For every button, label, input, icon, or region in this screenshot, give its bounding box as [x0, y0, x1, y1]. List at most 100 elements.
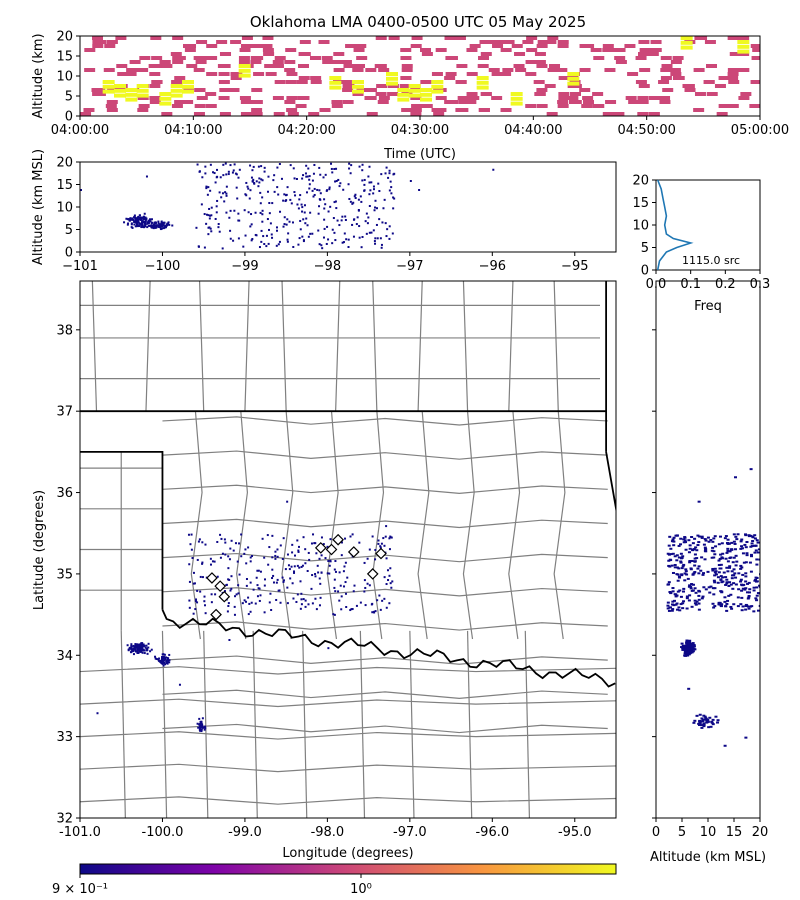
source-point — [204, 612, 207, 615]
time-height-xlabel: Time (UTC) — [383, 147, 456, 162]
source-point — [294, 554, 297, 557]
source-point — [315, 552, 318, 555]
source-point — [235, 186, 238, 189]
source-point — [162, 223, 165, 226]
density-cell — [544, 84, 556, 88]
density-cell — [704, 40, 716, 44]
source-point — [734, 535, 738, 538]
source-point — [155, 226, 158, 229]
source-point — [136, 222, 139, 225]
source-point — [694, 591, 698, 594]
county-line — [162, 484, 608, 494]
source-point — [324, 173, 327, 176]
density-cell — [582, 96, 594, 100]
source-point — [696, 534, 700, 537]
source-point — [389, 582, 392, 585]
source-point — [688, 639, 692, 642]
source-point — [679, 603, 683, 606]
source-point — [719, 553, 723, 556]
density-cell-high — [136, 84, 149, 88]
source-point — [746, 582, 750, 585]
source-point — [725, 578, 729, 581]
density-cell — [286, 72, 298, 76]
source-point — [350, 608, 353, 611]
source-point — [365, 212, 368, 215]
source-point — [243, 599, 246, 602]
source-point — [272, 574, 275, 577]
source-point — [272, 179, 275, 182]
source-point — [680, 573, 684, 576]
source-point — [390, 186, 393, 189]
source-point — [689, 587, 693, 590]
la-x-tick-label: −97 — [396, 259, 423, 274]
density-cell — [161, 112, 173, 116]
source-point — [693, 564, 697, 567]
source-point — [691, 650, 695, 653]
source-point — [243, 209, 246, 212]
source-point — [714, 545, 718, 548]
source-point — [214, 217, 217, 220]
source-point — [233, 209, 236, 212]
source-point — [726, 570, 730, 573]
source-point — [333, 231, 336, 234]
source-point — [338, 185, 341, 188]
source-point — [744, 608, 748, 611]
source-point — [319, 173, 322, 176]
source-point — [159, 227, 162, 230]
source-point — [214, 593, 217, 596]
th-x-tick-label: 04:20:00 — [277, 123, 335, 138]
source-point — [674, 595, 678, 598]
source-point — [751, 536, 755, 539]
source-point — [380, 542, 383, 545]
source-point — [232, 239, 235, 242]
source-point — [374, 610, 377, 613]
source-point — [693, 560, 697, 563]
density-cell — [366, 112, 378, 116]
density-cell — [240, 112, 252, 116]
source-point — [154, 657, 157, 660]
source-point — [283, 223, 286, 226]
density-cell — [536, 64, 548, 68]
density-cell — [299, 40, 311, 44]
source-point — [238, 168, 241, 171]
source-point — [348, 197, 351, 200]
source-point — [300, 598, 303, 601]
density-cell — [117, 72, 129, 76]
source-point — [290, 565, 293, 568]
source-point — [130, 644, 133, 647]
source-point — [163, 653, 166, 656]
source-point — [192, 571, 195, 574]
county-line — [80, 731, 616, 740]
source-point — [250, 176, 253, 179]
source-point — [134, 225, 137, 228]
source-point — [351, 223, 354, 226]
density-cell — [435, 108, 447, 112]
density-cell-high — [352, 84, 364, 89]
source-point — [357, 209, 360, 212]
density-cell — [352, 68, 364, 72]
source-point — [351, 533, 354, 536]
density-cell — [615, 60, 627, 64]
plan-view-xlabel: Longitude (degrees) — [282, 846, 413, 861]
source-point — [349, 200, 352, 203]
source-point — [318, 577, 321, 580]
source-point — [216, 540, 219, 543]
source-point — [194, 608, 197, 611]
source-point — [307, 235, 310, 238]
source-point — [670, 564, 674, 567]
source-point — [208, 217, 211, 220]
density-cell — [545, 40, 557, 44]
lon-alt-frame — [79, 161, 617, 253]
density-cell — [284, 68, 296, 72]
density-cell — [456, 64, 468, 68]
source-point — [667, 544, 671, 547]
density-cell — [340, 80, 352, 84]
density-cell — [218, 80, 230, 84]
source-point — [223, 538, 226, 541]
density-cell — [500, 72, 512, 76]
density-cell-high — [431, 80, 444, 84]
source-point — [288, 220, 291, 223]
source-point — [199, 723, 202, 726]
source-point — [353, 584, 356, 587]
